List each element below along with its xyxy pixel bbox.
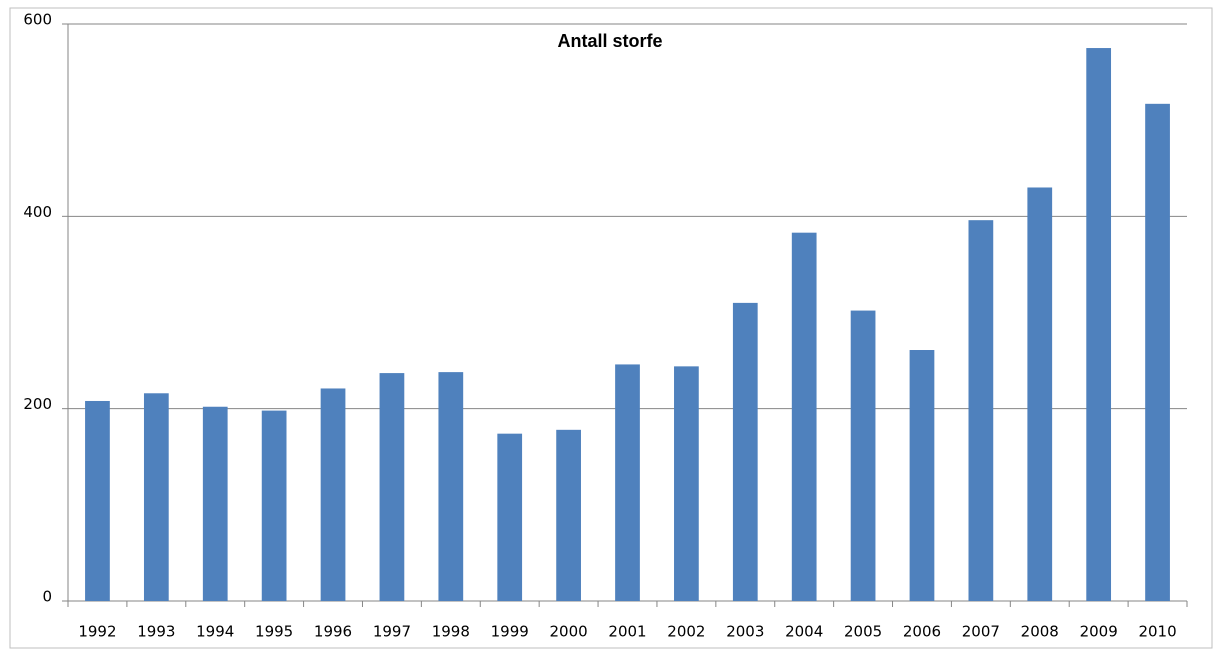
bar xyxy=(202,406,228,601)
y-tick-label: 400 xyxy=(23,203,52,221)
x-tick-label: 1994 xyxy=(196,623,234,641)
chart-frame xyxy=(9,7,1213,649)
y-tick-label: 600 xyxy=(23,11,52,29)
x-tick-label: 2009 xyxy=(1080,623,1118,641)
bar xyxy=(968,220,994,601)
bar xyxy=(674,366,699,601)
bar xyxy=(909,350,935,601)
x-tick-label: 1996 xyxy=(314,623,352,641)
bar xyxy=(438,372,464,601)
x-tick-label: 2004 xyxy=(785,623,823,641)
bar xyxy=(261,410,287,601)
x-tick-label: 1992 xyxy=(78,623,116,641)
y-tick-label: 0 xyxy=(42,588,52,606)
bar xyxy=(1027,187,1053,601)
bar xyxy=(497,433,523,601)
x-tick-label: 1995 xyxy=(255,623,293,641)
bar xyxy=(732,302,758,601)
bar xyxy=(85,400,110,601)
x-tick-label: 2002 xyxy=(667,623,705,641)
x-tick-label: 2005 xyxy=(844,623,882,641)
x-tick-label: 1993 xyxy=(137,623,175,641)
bar xyxy=(1145,103,1170,602)
bar xyxy=(379,373,405,601)
bar xyxy=(1086,48,1112,601)
bar xyxy=(143,393,169,601)
chart-title: Antall storfe xyxy=(557,31,662,51)
x-tick-label: 2010 xyxy=(1138,623,1176,641)
x-tick-label: 2007 xyxy=(962,623,1000,641)
x-tick-label: 1997 xyxy=(373,623,411,641)
x-tick-label: 2006 xyxy=(903,623,941,641)
bar xyxy=(615,364,640,601)
bar xyxy=(791,232,817,601)
x-tick-label: 1999 xyxy=(491,623,529,641)
bar xyxy=(320,388,346,601)
y-tick-label: 200 xyxy=(23,395,52,413)
x-tick-label: 1998 xyxy=(432,623,470,641)
bar xyxy=(556,429,581,601)
x-tick-label: 2000 xyxy=(550,623,588,641)
x-tick-label: 2008 xyxy=(1021,623,1059,641)
x-tick-label: 2001 xyxy=(608,623,646,641)
bar xyxy=(850,310,876,601)
x-tick-label: 2003 xyxy=(726,623,764,641)
